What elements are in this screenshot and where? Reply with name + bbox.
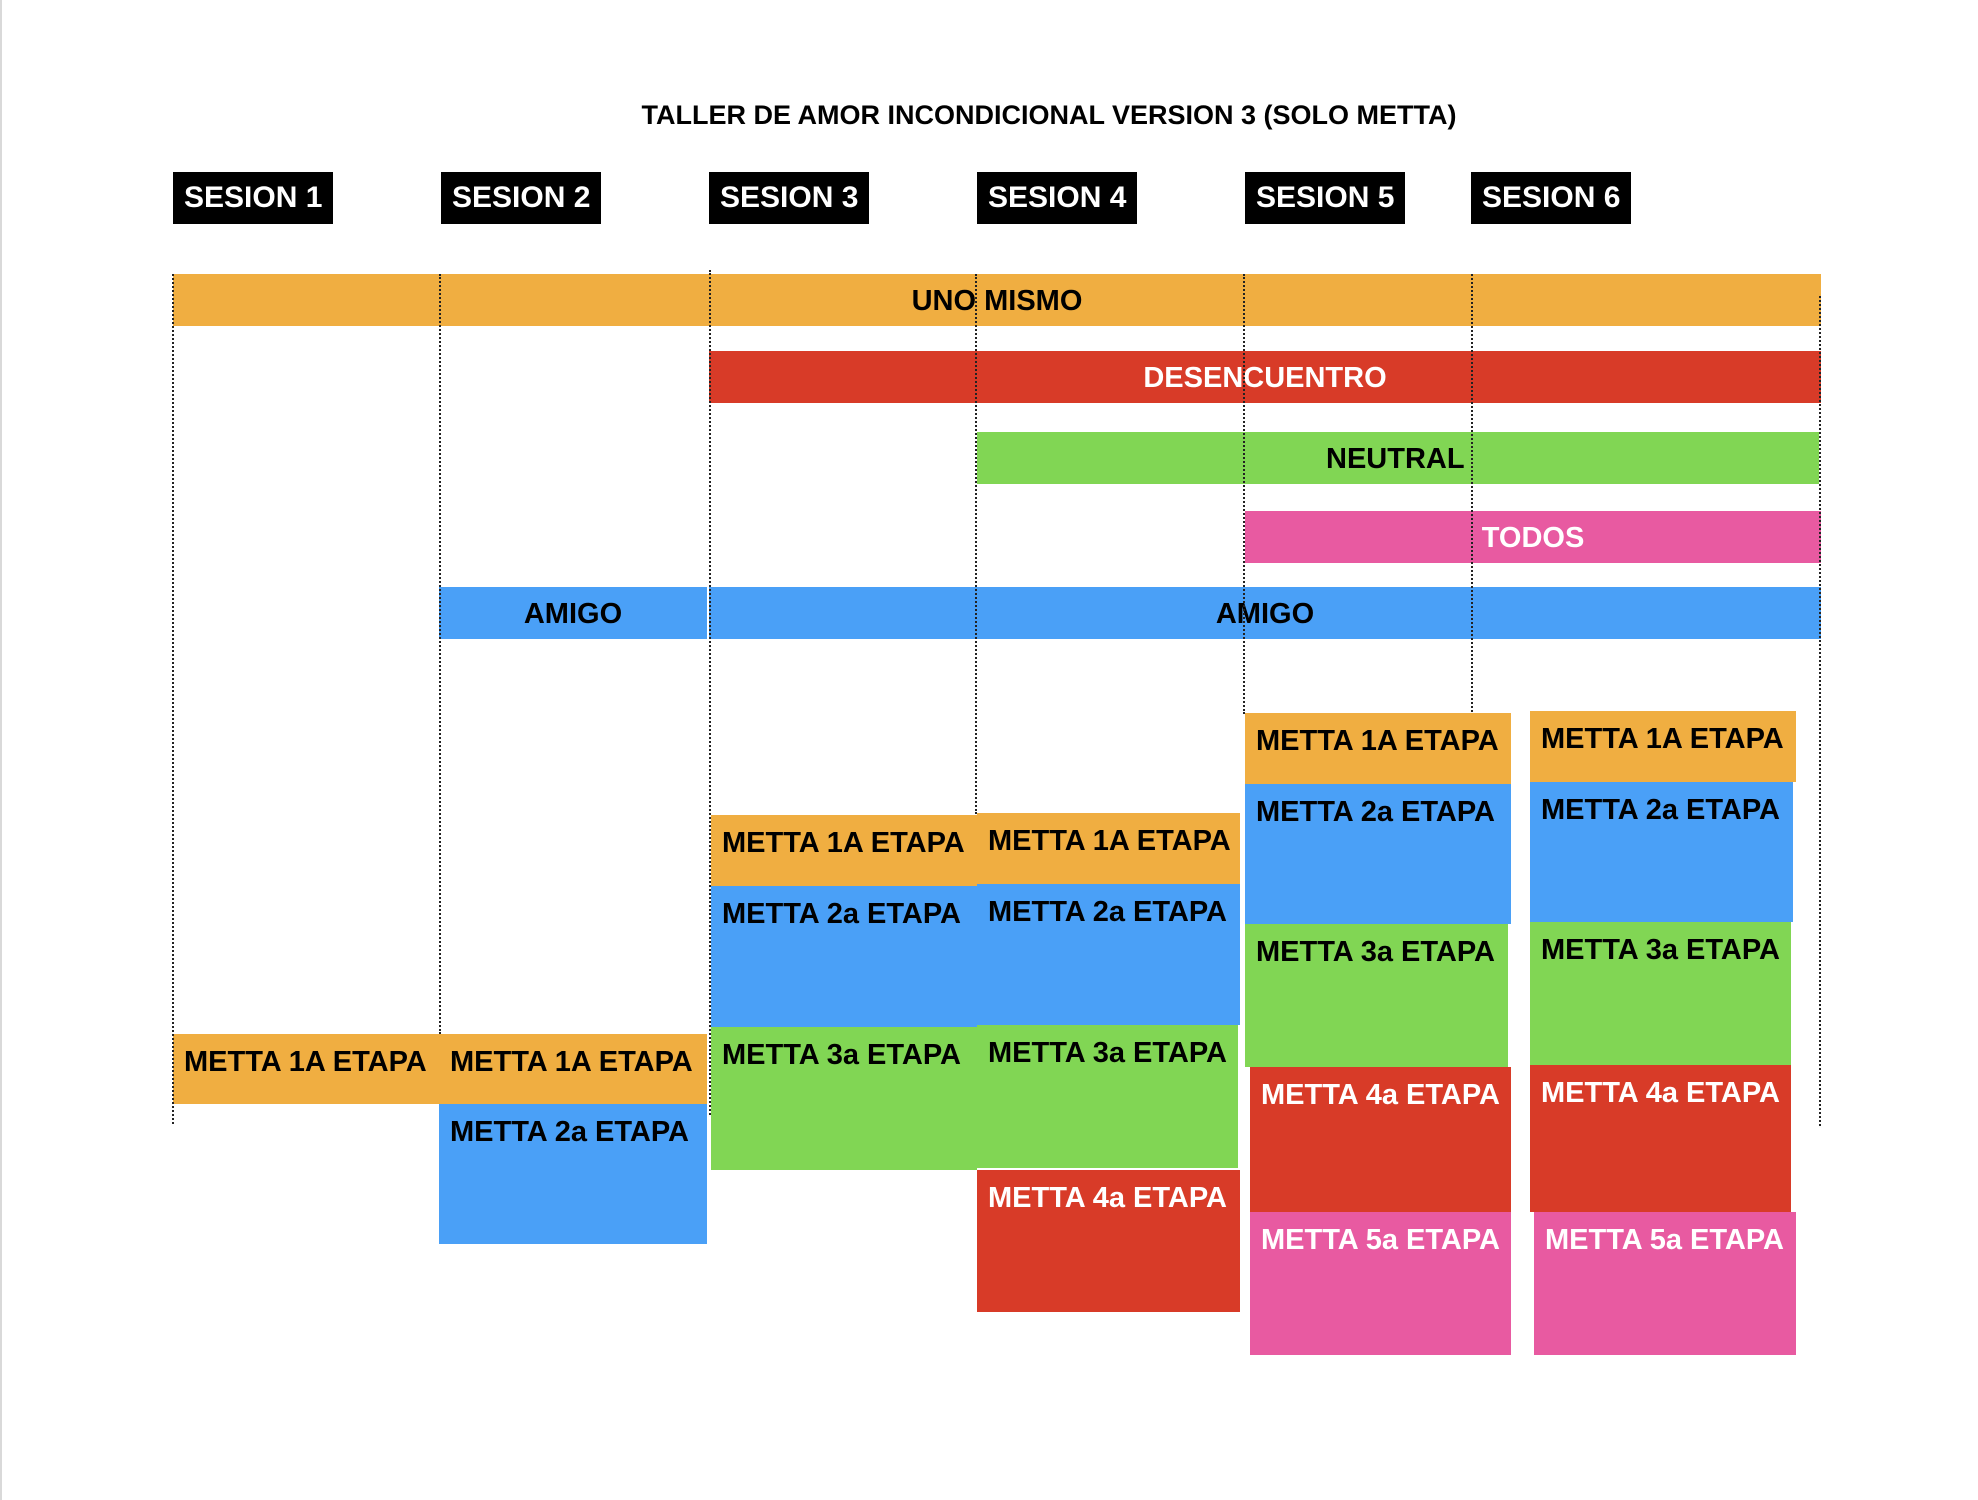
session-2-metta-stage-1: METTA 1A ETAPA <box>439 1034 707 1104</box>
session-3-metta-stage-3: METTA 3a ETAPA <box>711 1027 977 1170</box>
session-5-metta-stage-3: METTA 3a ETAPA <box>1245 924 1508 1067</box>
divider-session-6 <box>1471 274 1473 712</box>
session-1-label: SESION 1 <box>173 172 334 224</box>
band-amigo: AMIGO <box>709 587 1821 639</box>
session-3-metta-stage-1: METTA 1A ETAPA <box>711 815 977 886</box>
band-neutral: NEUTRAL <box>977 432 1819 484</box>
divider-session-4 <box>975 274 977 814</box>
divider-end <box>1819 296 1821 1126</box>
page-edge <box>0 0 2 1500</box>
session-6-metta-stage-1: METTA 1A ETAPA <box>1530 711 1796 782</box>
band-desencuentro: DESENCUENTRO <box>709 351 1821 403</box>
session-6-metta-stage-2: METTA 2a ETAPA <box>1530 782 1793 922</box>
session-2-metta-stage-2: METTA 2a ETAPA <box>439 1104 707 1244</box>
session-6-metta-stage-3: METTA 3a ETAPA <box>1530 922 1791 1065</box>
divider-session-2 <box>439 274 441 1034</box>
band-amigo-session-2: AMIGO <box>439 587 707 639</box>
diagram-title: TALLER DE AMOR INCONDICIONAL VERSION 3 (… <box>641 100 1457 130</box>
session-4-metta-stage-2: METTA 2a ETAPA <box>977 884 1240 1025</box>
session-1-metta-stage-1: METTA 1A ETAPA <box>173 1034 439 1104</box>
divider-session-3 <box>709 270 711 1115</box>
session-4-metta-stage-4: METTA 4a ETAPA <box>977 1170 1240 1312</box>
divider-session-1 <box>172 274 174 1124</box>
band-uno-mismo: UNO MISMO <box>173 274 1821 326</box>
divider-session-5 <box>1243 274 1245 714</box>
session-3-label: SESION 3 <box>709 172 870 224</box>
session-6-metta-stage-5: METTA 5a ETAPA <box>1534 1212 1796 1355</box>
session-4-metta-stage-3: METTA 3a ETAPA <box>977 1025 1238 1168</box>
band-todos: TODOS <box>1245 511 1821 563</box>
session-3-metta-stage-2: METTA 2a ETAPA <box>711 886 977 1027</box>
session-5-label: SESION 5 <box>1245 172 1406 224</box>
session-4-metta-stage-1: METTA 1A ETAPA <box>977 813 1240 884</box>
session-4-label: SESION 4 <box>977 172 1138 224</box>
session-5-metta-stage-5: METTA 5a ETAPA <box>1250 1212 1511 1355</box>
session-5-metta-stage-4: METTA 4a ETAPA <box>1250 1067 1511 1212</box>
session-6-label: SESION 6 <box>1471 172 1632 224</box>
session-2-label: SESION 2 <box>441 172 602 224</box>
session-5-metta-stage-1: METTA 1A ETAPA <box>1245 713 1511 784</box>
session-6-metta-stage-4: METTA 4a ETAPA <box>1530 1065 1791 1212</box>
session-5-metta-stage-2: METTA 2a ETAPA <box>1245 784 1511 924</box>
